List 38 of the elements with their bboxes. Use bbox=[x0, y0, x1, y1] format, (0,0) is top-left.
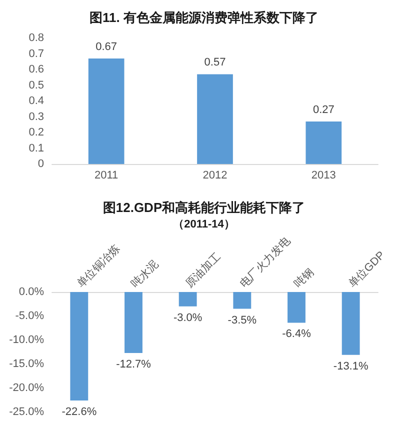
x-tick-label: 原油加工 bbox=[182, 250, 224, 290]
data-label: -3.5% bbox=[228, 314, 257, 326]
y-tick-label: 0.6 bbox=[28, 64, 44, 76]
x-tick-label: 2012 bbox=[202, 170, 228, 182]
y-tick-label: -15.0% bbox=[9, 358, 44, 370]
x-tick-label: 电厂火力发电 bbox=[237, 234, 294, 290]
chart-title: 图12.GDP和高耗能行业能耗下降了 bbox=[102, 200, 306, 215]
y-tick-label: 0.0% bbox=[18, 286, 44, 298]
data-label: 0.57 bbox=[204, 56, 226, 69]
x-tick-label: 2013 bbox=[311, 170, 336, 182]
y-tick-label: 0 bbox=[38, 158, 44, 170]
x-tick-label: 2011 bbox=[94, 170, 118, 182]
y-tick-label: -20.0% bbox=[9, 382, 44, 394]
x-tick-label: 吨水泥 bbox=[128, 258, 162, 290]
bar bbox=[88, 58, 124, 164]
data-label: -12.7% bbox=[116, 358, 152, 370]
x-tick-label: 单位铜冶炼 bbox=[74, 242, 122, 290]
data-label: -13.1% bbox=[333, 360, 368, 372]
y-tick-label: 0.5 bbox=[28, 79, 44, 92]
y-tick-label: -5.0% bbox=[15, 310, 44, 322]
data-label: 0.27 bbox=[312, 104, 334, 116]
y-tick-label: 0.4 bbox=[28, 95, 44, 107]
bar bbox=[306, 121, 342, 164]
chart-subtitle: （2011-14） bbox=[173, 218, 235, 230]
data-label: -22.6% bbox=[62, 406, 97, 418]
data-label: 0.67 bbox=[96, 40, 118, 53]
x-tick-label: 吨钢 bbox=[292, 265, 316, 290]
chart-title: 图11. 有色金属能源消费弹性系数下降了 bbox=[90, 10, 318, 25]
y-tick-label: -10.0% bbox=[9, 334, 44, 346]
y-tick-label: 0.3 bbox=[28, 110, 44, 123]
y-tick-label: 0.8 bbox=[28, 32, 44, 44]
bar bbox=[197, 74, 233, 164]
y-tick-label: 0.1 bbox=[28, 142, 44, 154]
y-tick-label: 0.2 bbox=[28, 126, 44, 138]
data-label: -3.0% bbox=[173, 312, 202, 324]
data-label: -6.4% bbox=[282, 328, 312, 340]
y-tick-label: 0.7 bbox=[28, 48, 44, 60]
y-tick-label: -25.0% bbox=[9, 406, 44, 418]
